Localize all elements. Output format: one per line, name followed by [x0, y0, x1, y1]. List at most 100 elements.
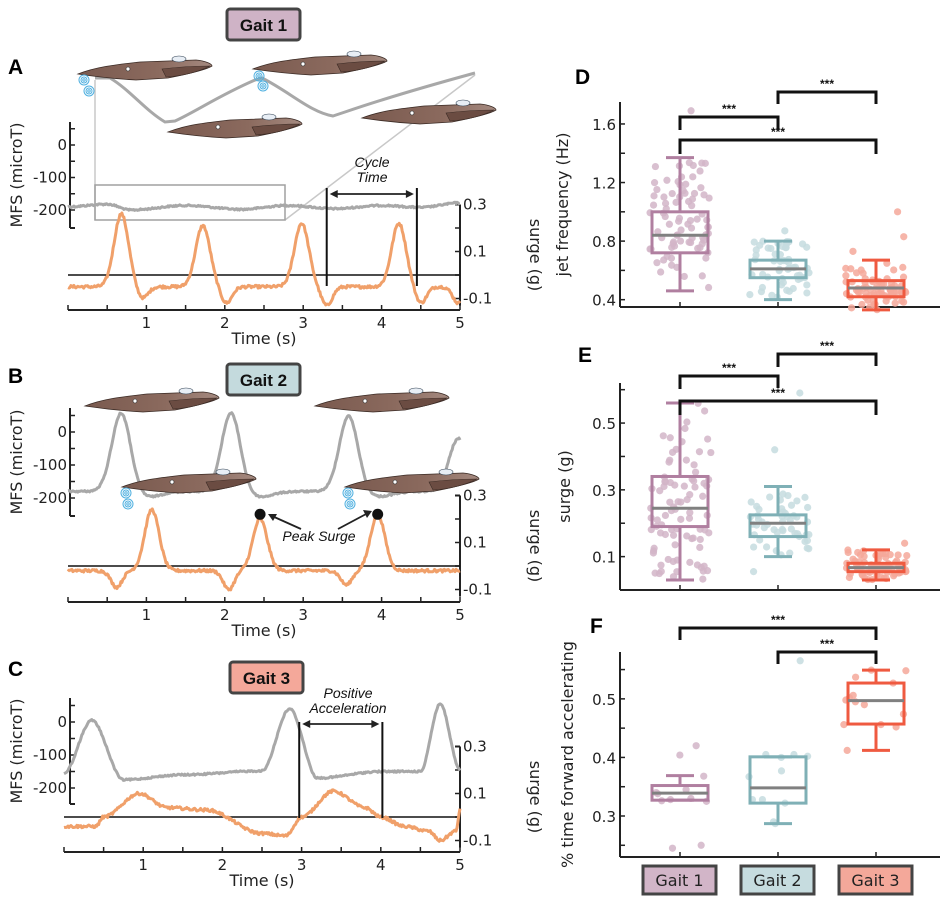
gait-1-title: Gait 1 — [240, 16, 287, 35]
data-point — [702, 254, 710, 262]
data-point — [749, 568, 758, 576]
data-point — [756, 241, 764, 249]
surge-tick-label: 0.1 — [463, 534, 487, 552]
data-point — [752, 251, 760, 259]
mfs-tick-label: 0 — [57, 423, 67, 441]
data-point — [650, 192, 658, 200]
data-point — [653, 185, 661, 194]
data-point — [682, 786, 690, 794]
data-point — [697, 841, 705, 849]
data-point — [747, 498, 755, 506]
jet-swirl-icon — [122, 498, 134, 510]
category-box-gait-3 — [837, 864, 914, 896]
data-point — [685, 514, 694, 522]
data-point — [682, 456, 690, 464]
data-point — [783, 286, 791, 294]
data-point — [683, 496, 691, 504]
arrowhead-icon — [268, 514, 277, 521]
data-point — [696, 167, 704, 175]
data-point — [782, 243, 790, 252]
mfs-trace — [67, 200, 461, 212]
significance-bracket — [678, 138, 878, 154]
data-point — [746, 291, 754, 299]
squid-illustration — [167, 113, 303, 139]
significance-bracket — [776, 650, 878, 664]
data-point — [680, 272, 688, 281]
mfs-tick-label: -100 — [33, 746, 67, 764]
data-point — [778, 505, 786, 513]
data-point — [666, 478, 675, 487]
gait-2-title-box: Gait 2 — [225, 362, 302, 397]
data-point — [653, 259, 661, 267]
squid-illustration — [77, 55, 213, 81]
arrowhead-icon — [363, 510, 372, 518]
data-point — [901, 539, 909, 547]
y-tick-label: 0.4 — [592, 749, 616, 767]
data-point — [676, 237, 685, 245]
data-point — [686, 558, 694, 566]
mfs-trace — [63, 702, 462, 782]
data-point — [787, 525, 795, 533]
box-gait-1 — [646, 107, 713, 293]
data-point — [847, 304, 856, 312]
time-tick-label: 2 — [220, 314, 230, 332]
time-tick-label: 1 — [142, 314, 152, 332]
squid-illustration — [84, 387, 220, 413]
data-point — [798, 240, 807, 248]
data-point — [677, 515, 685, 523]
data-point — [852, 673, 860, 681]
data-point — [891, 299, 899, 307]
data-point — [683, 532, 691, 540]
data-point — [693, 561, 702, 569]
data-point — [890, 266, 898, 274]
data-point — [704, 435, 712, 443]
data-point — [672, 198, 680, 206]
data-point — [804, 503, 812, 512]
data-point — [656, 529, 665, 537]
data-point — [805, 545, 813, 553]
data-point — [690, 189, 699, 198]
data-point — [881, 550, 890, 558]
mfs-tick-label: -100 — [33, 456, 67, 474]
significance-bracket — [776, 90, 878, 104]
data-point — [675, 217, 683, 225]
significance-label: *** — [722, 102, 736, 116]
data-point — [773, 528, 781, 537]
y-tick-label: 0.8 — [592, 233, 616, 251]
data-point — [760, 524, 768, 532]
data-point — [781, 227, 789, 235]
data-point — [763, 543, 771, 551]
y-axis-label: surge (g) — [555, 450, 574, 523]
data-point — [681, 424, 689, 433]
significance-label: *** — [820, 339, 834, 353]
y-axis-label: % time forward accelerating — [558, 641, 577, 868]
gait-1-title-box: Gait 1 — [225, 7, 302, 42]
data-point — [789, 284, 797, 293]
data-point — [690, 461, 698, 469]
data-point — [665, 458, 673, 466]
data-point — [687, 107, 695, 115]
category-box-gait-2 — [739, 864, 816, 896]
data-point — [676, 751, 684, 759]
cycle-time-label-2: Time — [357, 169, 388, 185]
data-point — [758, 283, 767, 292]
data-point — [649, 201, 658, 209]
time-tick-label: 2 — [218, 856, 228, 874]
mfs-axis-label: MFS (microT) — [7, 698, 26, 803]
data-point — [695, 448, 704, 456]
box-gait-1 — [650, 742, 711, 852]
panel-letter-b: B — [8, 365, 23, 388]
data-point — [779, 527, 787, 535]
category-legend: Gait 1 Gait 2 Gait 3 — [641, 864, 914, 896]
data-point — [705, 283, 713, 292]
data-point — [689, 161, 697, 170]
data-point — [660, 482, 668, 491]
data-point — [786, 549, 794, 557]
box-gait-3 — [842, 208, 910, 314]
y-tick-label: 0.4 — [592, 292, 616, 310]
data-point — [677, 226, 685, 234]
arrowhead-left-icon — [302, 720, 311, 728]
data-point — [858, 300, 866, 309]
box-gait-1 — [647, 399, 715, 583]
